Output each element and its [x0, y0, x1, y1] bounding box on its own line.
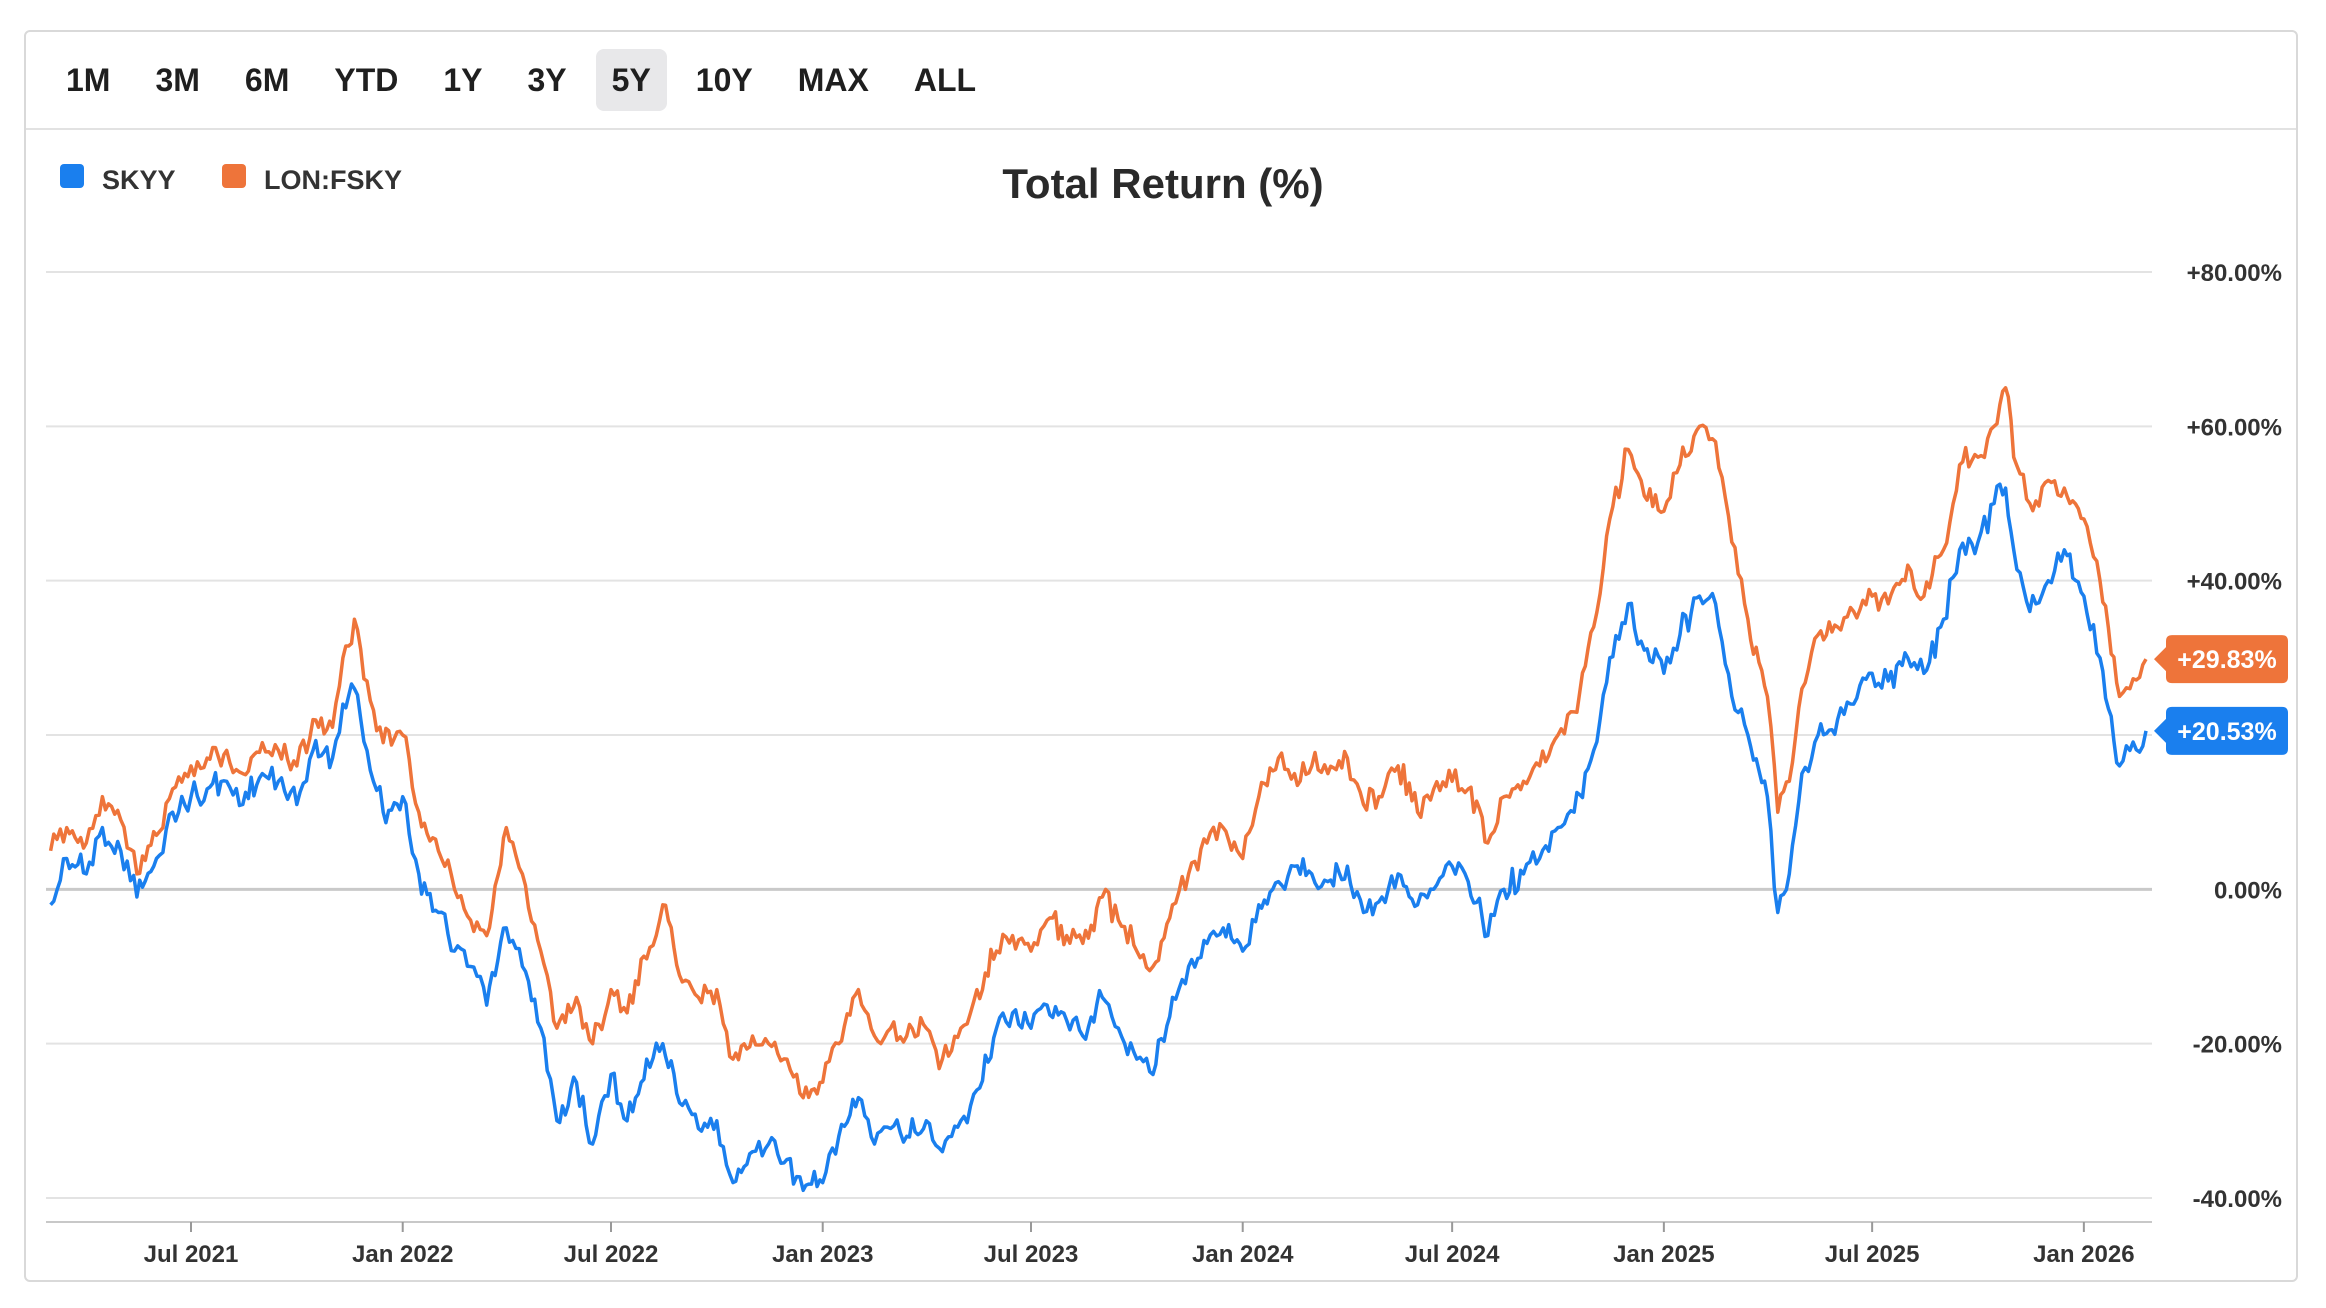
range-3m-button[interactable]: 3M: [155, 61, 200, 98]
range-1m-button[interactable]: 1M: [66, 61, 111, 98]
range-max-button[interactable]: MAX: [797, 61, 869, 98]
x-tick-label: Jan 2024: [1192, 1241, 1294, 1268]
series-lines: [48, 386, 2148, 1193]
x-axis-ticks: Jul 2021 Jan 2022 Jul 2022 Jan 2023 Jul 2023…: [46, 1221, 2152, 1268]
series-line-skyy[interactable]: [49, 482, 2148, 1193]
legend: SKYY LON:FSKY: [60, 164, 402, 195]
range-3y-button[interactable]: 3Y: [527, 61, 567, 98]
range-10y-button[interactable]: 10Y: [695, 61, 753, 98]
series-line-fsky[interactable]: [48, 386, 2148, 1100]
x-tick-label: Jan 2025: [1613, 1241, 1714, 1268]
x-tick-label: Jul 2022: [564, 1241, 659, 1268]
y-tick-label: 0.00%: [2214, 877, 2282, 904]
range-all-button[interactable]: ALL: [913, 61, 977, 98]
legend-label-fsky[interactable]: LON:FSKY: [264, 165, 402, 195]
y-tick-label: -40.00%: [2193, 1186, 2282, 1213]
chart-card: 1M 3M 6M YTD 1Y 3Y 5Y 10Y MAX ALL: [24, 30, 2298, 1282]
chart-title: Total Return (%): [1002, 160, 1323, 207]
legend-swatch-fsky: [222, 164, 246, 188]
range-1y-button[interactable]: 1Y: [443, 61, 483, 98]
badge-value: +20.53%: [2177, 718, 2276, 746]
last-value-labels: +20.53% +29.83%: [2154, 635, 2288, 755]
range-5y-button[interactable]: 5Y: [595, 49, 667, 111]
x-tick-label: Jan 2023: [772, 1241, 873, 1268]
legend-label-skyy[interactable]: SKYY: [102, 165, 176, 195]
x-tick-label: Jan 2026: [2033, 1241, 2134, 1268]
last-value-badge-fsky: +29.83%: [2154, 635, 2288, 684]
range-selector: 1M 3M 6M YTD 1Y 3Y 5Y 10Y MAX ALL: [26, 32, 2296, 130]
x-tick-label: Jan 2022: [352, 1241, 453, 1268]
range-6m-button[interactable]: 6M: [244, 61, 290, 98]
last-value-badge-skyy: +20.53%: [2154, 706, 2288, 755]
y-tick-label: +80.00%: [2187, 260, 2282, 287]
range-ytd-button[interactable]: YTD: [334, 61, 399, 98]
y-tick-label: +40.00%: [2187, 569, 2282, 596]
legend-swatch-skyy: [60, 164, 84, 188]
y-tick-label: +60.00%: [2187, 414, 2282, 441]
x-tick-label: Jul 2025: [1825, 1241, 1920, 1268]
badge-shape: [2154, 635, 2288, 684]
x-tick-label: Jul 2023: [984, 1241, 1079, 1268]
x-tick-label: Jul 2021: [144, 1241, 239, 1268]
y-tick-label: -20.00%: [2193, 1032, 2282, 1059]
badge-value: +29.83%: [2177, 646, 2276, 674]
x-tick-label: Jul 2024: [1405, 1241, 1500, 1268]
badge-shape: [2154, 706, 2288, 755]
